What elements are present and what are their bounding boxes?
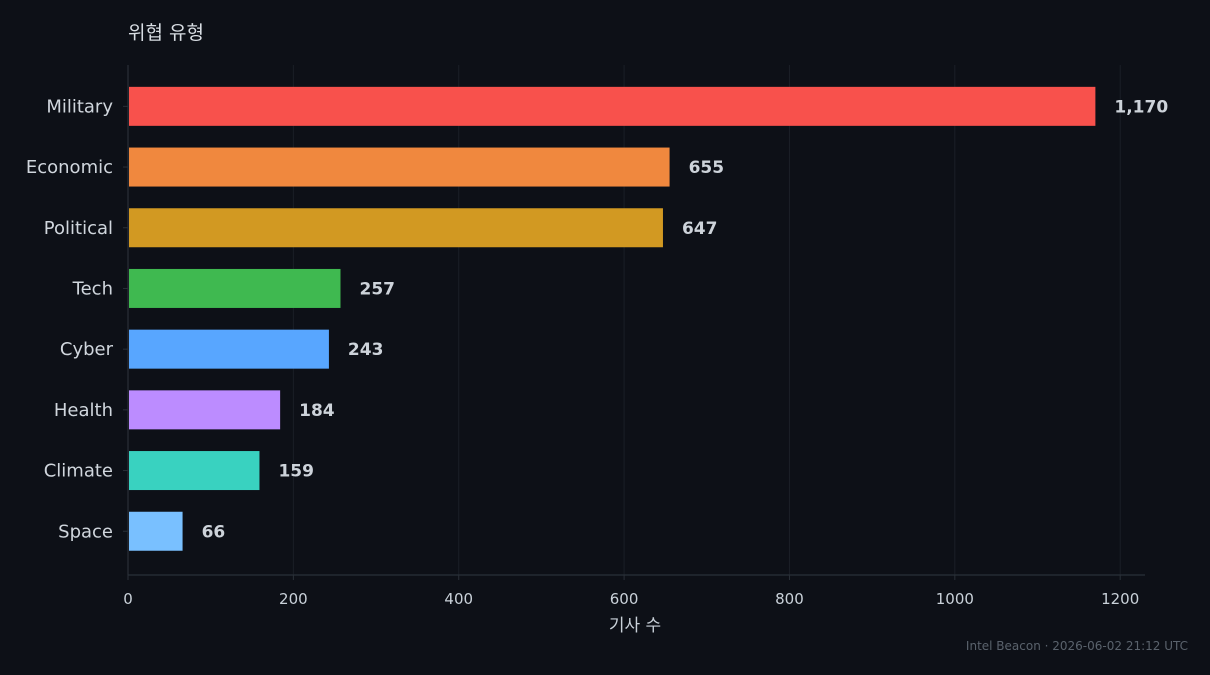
bar-health bbox=[129, 390, 281, 430]
x-tick-label-0: 0 bbox=[123, 590, 133, 608]
bar-political bbox=[129, 208, 663, 248]
grid-lines bbox=[292, 65, 1121, 575]
bar-military bbox=[129, 86, 1096, 126]
y-tick-label-cyber: Cyber bbox=[60, 339, 114, 360]
value-label-political: 647 bbox=[682, 219, 718, 239]
bar-climate bbox=[129, 451, 260, 491]
value-label-cyber: 243 bbox=[348, 340, 384, 360]
y-tick-label-economic: Economic bbox=[26, 157, 113, 178]
value-label-health: 184 bbox=[299, 401, 335, 421]
bar-tech bbox=[129, 268, 341, 308]
value-label-space: 66 bbox=[202, 522, 226, 542]
x-tick-labels: 0 200 400 600 800 1000 1200 bbox=[123, 590, 1139, 608]
value-label-climate: 159 bbox=[278, 462, 314, 482]
y-tick-label-health: Health bbox=[54, 400, 113, 421]
value-label-economic: 655 bbox=[689, 158, 725, 178]
chart-title: 위협 유형 bbox=[128, 22, 204, 44]
footer-timestamp: Intel Beacon · 2026-06-02 21:12 UTC bbox=[966, 639, 1188, 653]
x-tick-label-600: 600 bbox=[610, 590, 639, 608]
axes bbox=[123, 65, 1145, 580]
x-tick-label-200: 200 bbox=[279, 590, 308, 608]
bar-space bbox=[129, 511, 183, 551]
y-tick-label-climate: Climate bbox=[44, 461, 113, 482]
value-label-military: 1,170 bbox=[1114, 97, 1168, 117]
value-label-tech: 257 bbox=[359, 279, 395, 299]
x-tick-label-1000: 1000 bbox=[936, 590, 974, 608]
y-tick-label-tech: Tech bbox=[72, 278, 113, 299]
y-tick-label-space: Space bbox=[58, 521, 113, 542]
x-tick-label-800: 800 bbox=[775, 590, 804, 608]
y-tick-labels: Military Economic Political Tech Cyber Health… bbox=[26, 96, 114, 542]
x-tick-label-1200: 1200 bbox=[1101, 590, 1139, 608]
y-tick-label-military: Military bbox=[46, 96, 113, 117]
x-tick-label-400: 400 bbox=[444, 590, 473, 608]
value-labels: 1,170 655 647 257 243 184 159 66 bbox=[202, 97, 1169, 542]
bar-cyber bbox=[129, 329, 329, 369]
bars bbox=[129, 86, 1096, 551]
x-axis-title: 기사 수 bbox=[609, 616, 661, 636]
y-tick-label-political: Political bbox=[44, 218, 113, 239]
bar-economic bbox=[129, 147, 670, 187]
